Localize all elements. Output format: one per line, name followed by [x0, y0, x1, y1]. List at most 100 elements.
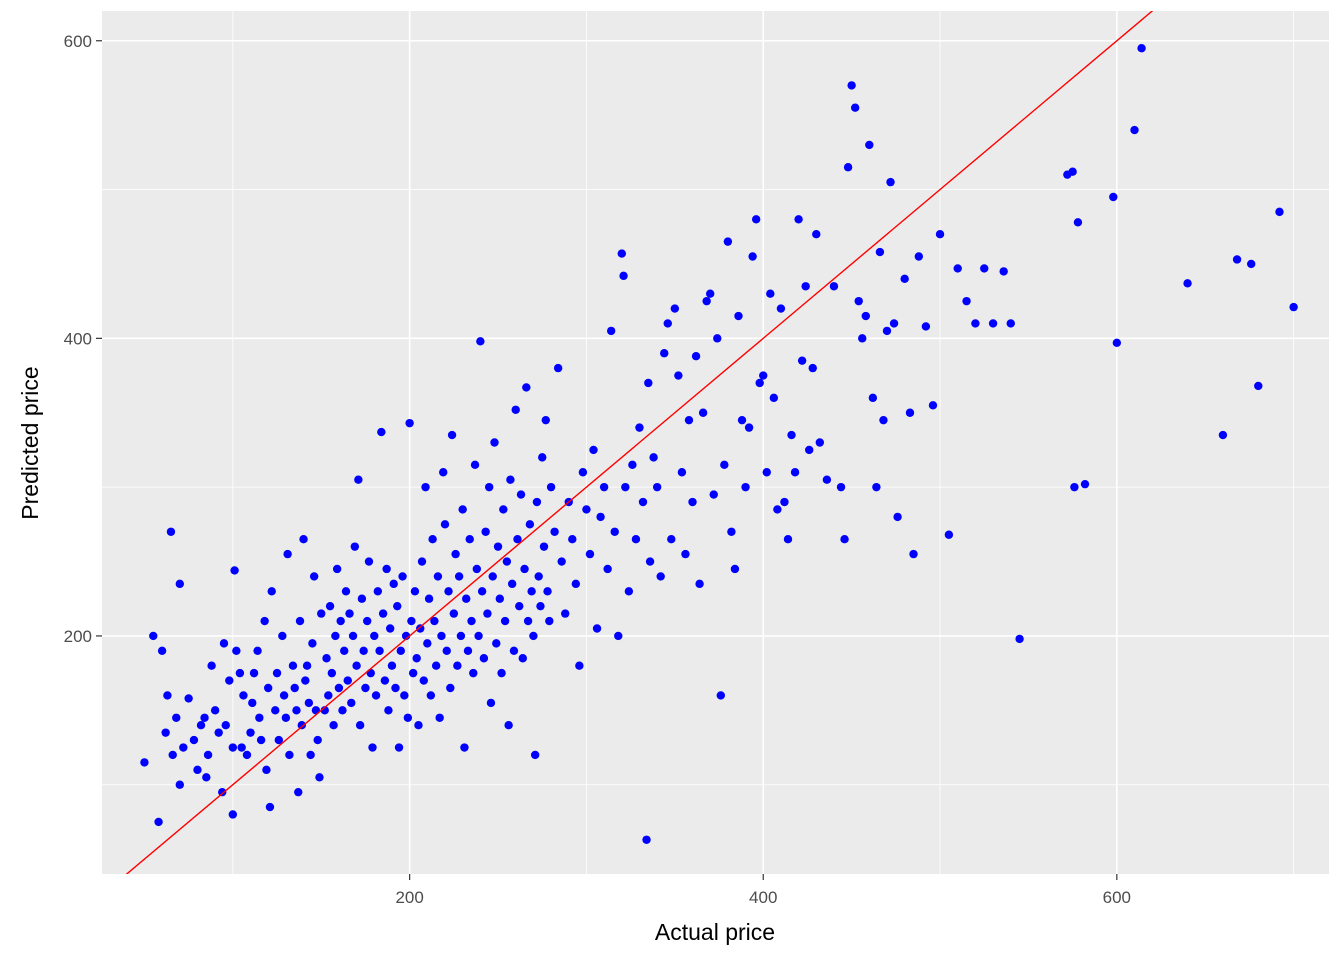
data-point [375, 646, 384, 656]
data-point [928, 401, 938, 410]
data-point [253, 646, 262, 656]
data-point [1232, 255, 1242, 264]
data-point [172, 713, 181, 722]
data-point [228, 743, 238, 752]
data-point [416, 624, 425, 633]
data-point [361, 683, 370, 693]
data-point [744, 423, 754, 432]
data-point [550, 527, 559, 536]
data-point [635, 423, 644, 432]
data-point [953, 264, 962, 273]
minor-gridlines [102, 11, 1329, 874]
data-point [840, 535, 849, 544]
data-point [483, 609, 492, 618]
data-point [458, 505, 467, 514]
data-point [868, 393, 878, 403]
data-point [536, 601, 545, 611]
data-point [389, 579, 398, 589]
data-point [219, 639, 229, 648]
data-point [378, 609, 388, 618]
data-point [431, 661, 441, 670]
x-tick-label: 200 [395, 888, 423, 907]
data-point [200, 713, 209, 722]
data-point [166, 527, 176, 536]
data-point [341, 587, 351, 596]
data-point [582, 505, 591, 514]
data-point [354, 475, 363, 484]
data-point [645, 557, 655, 566]
data-point [962, 296, 971, 306]
data-point [470, 460, 480, 470]
data-point [592, 624, 602, 633]
data-point [306, 750, 315, 760]
data-point [730, 564, 740, 574]
data-point [210, 706, 220, 715]
data-point [370, 631, 379, 641]
data-point [1218, 430, 1228, 440]
data-point [759, 371, 768, 380]
data-point [403, 713, 413, 722]
data-point [1070, 482, 1079, 492]
data-point [454, 572, 464, 581]
data-point [288, 661, 298, 670]
data-point [297, 721, 306, 730]
data-point [530, 750, 540, 760]
data-point [474, 631, 483, 641]
data-point [260, 616, 269, 626]
data-point [398, 572, 407, 581]
identity-line-group [125, 11, 1154, 874]
data-point [410, 587, 420, 596]
data-point [332, 564, 342, 574]
data-point [1137, 43, 1146, 53]
data-point [506, 475, 515, 484]
data-point [189, 735, 199, 745]
data-point [242, 750, 252, 760]
data-point [384, 706, 393, 715]
data-point [872, 482, 881, 492]
data-point [529, 631, 538, 641]
data-point [619, 271, 628, 281]
data-point [571, 579, 581, 589]
data-point [218, 787, 227, 797]
data-point [500, 616, 510, 626]
data-point [373, 587, 383, 596]
data-point [311, 706, 321, 715]
data-point [265, 802, 275, 812]
data-point [1109, 192, 1118, 202]
data-point [352, 661, 361, 670]
data-point [329, 721, 338, 730]
data-point [734, 311, 743, 321]
data-point [882, 326, 892, 336]
data-point [246, 728, 255, 737]
data-point [893, 512, 902, 522]
data-point [603, 564, 612, 574]
data-point [228, 810, 238, 819]
data-point [301, 676, 310, 685]
data-point [235, 668, 245, 678]
data-point [670, 304, 680, 313]
data-point [462, 594, 471, 603]
data-point [324, 691, 333, 700]
data-point [371, 691, 381, 700]
data-point [561, 609, 570, 618]
data-point [249, 668, 259, 678]
y-tick-label: 400 [64, 329, 92, 348]
data-point [366, 668, 375, 678]
data-point [232, 646, 241, 656]
data-point [340, 646, 349, 656]
data-point [652, 482, 662, 492]
data-point [476, 337, 485, 346]
x-tick-label: 600 [1103, 888, 1131, 907]
data-point [283, 549, 292, 559]
data-point [525, 520, 535, 529]
data-point [225, 676, 234, 685]
data-point [1183, 279, 1192, 288]
data-point [281, 713, 291, 722]
data-points [140, 43, 1298, 844]
data-point [274, 735, 284, 745]
data-point [407, 616, 416, 626]
data-point [808, 363, 817, 373]
data-point [477, 587, 487, 596]
data-point [338, 706, 347, 715]
data-point [520, 564, 529, 574]
